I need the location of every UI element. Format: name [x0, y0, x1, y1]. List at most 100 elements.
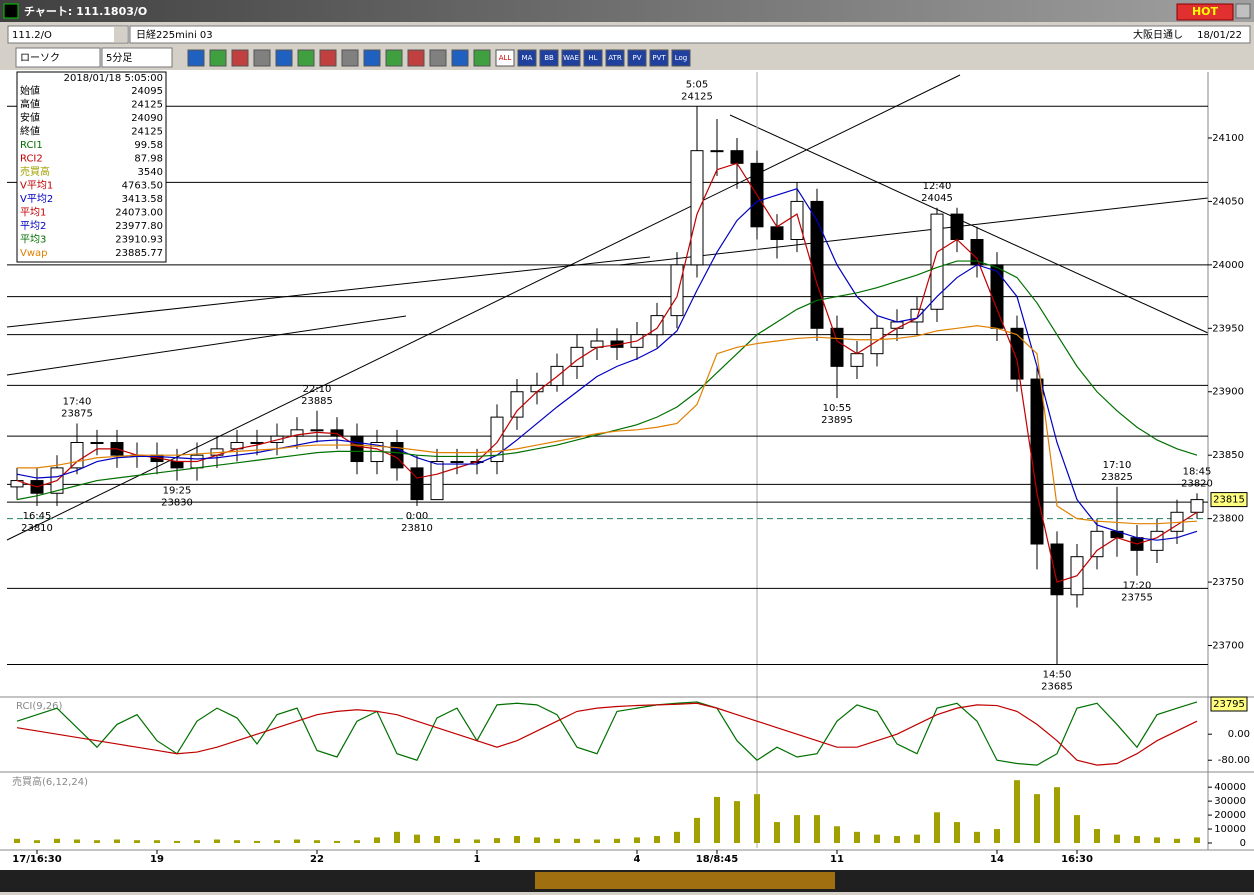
annotation-time: 10:55	[823, 403, 852, 414]
info-label: 終値	[20, 125, 40, 138]
symbol-name: 日経225mini 03	[136, 28, 213, 41]
info-datetime: 2018/01/18 5:05:00	[64, 73, 163, 84]
annotation-price: 23820	[1181, 478, 1213, 489]
close-button[interactable]	[1235, 3, 1251, 19]
tool-icon[interactable]	[451, 49, 469, 67]
volume-bar	[574, 838, 580, 843]
symbol: 111.2/O	[12, 30, 52, 41]
annotation-price: 23830	[161, 498, 193, 509]
tool-icon[interactable]	[253, 49, 271, 67]
volume-bar	[954, 822, 960, 843]
tool-button[interactable]	[539, 49, 559, 67]
tool-icon[interactable]	[209, 49, 227, 67]
volume-bar	[974, 831, 980, 843]
tool-button[interactable]	[605, 49, 625, 67]
date: 18/01/22	[1197, 30, 1242, 41]
y-tick-label: 23900	[1212, 387, 1244, 398]
volume-bar	[614, 838, 620, 843]
hot-label: HOT	[1192, 5, 1219, 18]
y-tick-label: 24100	[1212, 133, 1244, 144]
volume-bar	[494, 838, 500, 843]
candle-body	[930, 213, 944, 310]
tool-icon[interactable]	[363, 49, 381, 67]
volume-bar	[534, 837, 540, 843]
x-tick-label: 18/8:45	[696, 854, 738, 865]
volume-bar	[854, 831, 860, 843]
tool-button-label: ATR	[608, 54, 622, 62]
tool-icon[interactable]	[385, 49, 403, 67]
candle-body	[1190, 499, 1204, 513]
symbol-input[interactable]	[7, 25, 129, 44]
info-value: 23910.93	[115, 235, 163, 246]
volume-bar	[1114, 834, 1120, 843]
hot-button[interactable]	[1176, 3, 1234, 21]
candle-body	[950, 213, 964, 240]
period: 5分足	[106, 52, 132, 64]
volume-bar	[374, 837, 380, 843]
tool-button[interactable]	[649, 49, 669, 67]
candle-body	[450, 461, 464, 464]
volume-bar	[1174, 838, 1180, 843]
period-select[interactable]	[101, 47, 173, 68]
tool-icon[interactable]	[231, 49, 249, 67]
rci-badge: 23795	[1213, 699, 1245, 710]
candle-body	[650, 315, 664, 336]
volume-bar	[1134, 836, 1140, 843]
volume-bar	[814, 815, 820, 843]
y-tick-label: 23850	[1212, 450, 1244, 461]
average-line	[16, 162, 1198, 583]
volume-bar	[1074, 815, 1080, 843]
candle-body	[850, 353, 864, 367]
info-label: 始値	[20, 84, 40, 97]
tool-icon[interactable]	[275, 49, 293, 67]
trend-line	[619, 197, 1209, 266]
symbol-dropdown[interactable]	[114, 27, 127, 42]
tool-button[interactable]	[583, 49, 603, 67]
candle-body	[890, 321, 904, 329]
candle-body	[270, 435, 284, 444]
scroll-thumb[interactable]	[535, 872, 835, 889]
tool-icon[interactable]	[187, 49, 205, 67]
candle-body	[1090, 530, 1104, 558]
volume-bar	[774, 822, 780, 843]
info-label: 安値	[20, 111, 40, 124]
info-value: 3540	[138, 167, 163, 178]
annotation-time: 14:50	[1043, 670, 1072, 681]
tool-icon[interactable]	[297, 49, 315, 67]
volume-bar	[34, 840, 40, 843]
volume-bar	[674, 831, 680, 843]
tool-icon[interactable]	[341, 49, 359, 67]
volume-tick-label: 20000	[1214, 810, 1246, 821]
tool-button[interactable]	[561, 49, 581, 67]
annotation-price: 23825	[1101, 472, 1133, 483]
volume-bar	[14, 838, 20, 843]
info-value: 24125	[131, 100, 163, 111]
tool-icon[interactable]	[319, 49, 337, 67]
annotation-time: 22:10	[303, 384, 332, 395]
tool-button[interactable]	[517, 49, 537, 67]
trend-line	[6, 74, 961, 541]
annotation-price: 24125	[681, 91, 713, 102]
info-label: Vwap	[20, 248, 48, 259]
tool-icon[interactable]	[473, 49, 491, 67]
info-label: 平均1	[20, 207, 46, 219]
volume-bar	[294, 839, 300, 843]
tool-button[interactable]	[671, 49, 691, 67]
tool-button[interactable]	[495, 49, 515, 67]
x-tick-label: 1	[474, 854, 481, 865]
tool-button-label: PVT	[652, 54, 666, 62]
volume-bar	[274, 840, 280, 843]
annotation-price: 23895	[821, 415, 853, 426]
volume-bar	[114, 839, 120, 843]
tool-button-label: MA	[522, 54, 533, 62]
x-tick-label: 14	[990, 854, 1004, 865]
annotation-time: 17:20	[1123, 581, 1152, 592]
volume-bar	[654, 836, 660, 843]
candle-body	[690, 150, 704, 266]
tool-icon[interactable]	[429, 49, 447, 67]
info-label: V平均1	[20, 180, 53, 192]
tool-button[interactable]	[627, 49, 647, 67]
chart-kind-select[interactable]	[15, 47, 101, 68]
tool-icon[interactable]	[407, 49, 425, 67]
